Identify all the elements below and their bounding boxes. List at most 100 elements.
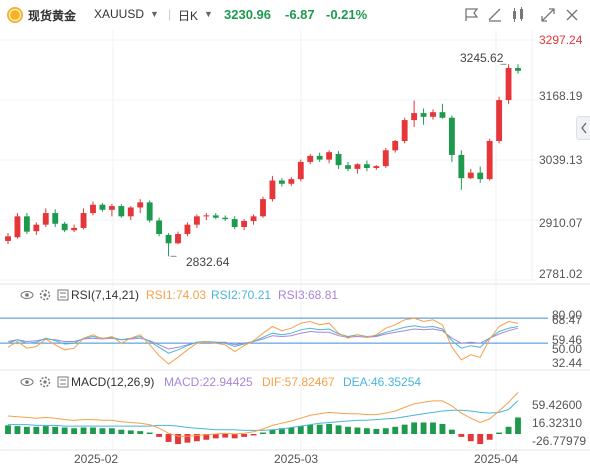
gear-icon[interactable]	[38, 375, 52, 392]
macd-settings-icon[interactable]	[56, 375, 70, 392]
header-divider: |	[168, 7, 172, 21]
macd-histogram-bar	[222, 434, 229, 438]
fullscreen-icon[interactable]	[539, 6, 557, 24]
rsi1-line	[7, 317, 519, 365]
macd-histogram-bar	[363, 428, 370, 434]
macd-histogram-bar	[52, 426, 59, 434]
candle-body	[373, 166, 380, 168]
scroll-right-icon[interactable]	[576, 116, 590, 140]
candle-body	[231, 219, 238, 228]
candle-body	[297, 161, 304, 180]
dea-label: DEA:46.35254	[343, 375, 422, 389]
symbol-name[interactable]: 现货黄金	[28, 9, 77, 23]
candle-body	[118, 206, 125, 217]
candle-body	[278, 180, 285, 184]
macd-histogram-bar	[231, 434, 238, 439]
eye-icon[interactable]	[20, 288, 34, 305]
candle-body	[14, 216, 21, 238]
macd-histogram-bar	[496, 432, 503, 434]
candle-body	[61, 223, 68, 231]
macd-histogram-bar	[505, 426, 512, 434]
macd-histogram-bar	[156, 434, 163, 437]
macd-histogram-bar	[307, 424, 314, 434]
macd-histogram-bar	[5, 425, 11, 434]
macd-histogram-bar	[193, 434, 200, 442]
close-icon[interactable]	[563, 6, 581, 24]
candle-body	[184, 224, 191, 234]
candle-body	[448, 117, 455, 155]
price-change-pct: -0.21%	[326, 7, 368, 22]
rsi-panel-header: RSI(7,14,21) RSI1:74.03 RSI2:70.21 RSI3:…	[0, 288, 540, 304]
candle-body	[326, 152, 333, 160]
candle-body	[515, 68, 521, 71]
candle-body	[467, 172, 474, 179]
macd-histogram-bar	[477, 434, 484, 445]
macd-histogram-bar	[297, 426, 304, 434]
macd-histogram-bar	[420, 422, 427, 434]
candle-body	[382, 150, 389, 167]
candle-body	[80, 213, 87, 228]
rsi2-line	[7, 325, 519, 354]
macd-histogram-bar	[175, 434, 181, 445]
macd-title: MACD(12,26,9)	[71, 375, 155, 389]
candle-body	[363, 164, 370, 168]
flag-icon[interactable]	[463, 6, 481, 24]
x-axis-label: 2025-02	[74, 452, 119, 466]
period-dropdown-icon[interactable]: ▼	[204, 9, 213, 19]
symbol-code[interactable]: XAUUSD	[94, 7, 145, 21]
candlestick-chart[interactable]	[0, 30, 590, 471]
symbol-dropdown-icon[interactable]: ▼	[150, 9, 159, 19]
macd-panel-header: MACD(12,26,9) MACD:22.94425 DIF:57.82467…	[0, 375, 540, 391]
gold-coin-icon	[6, 6, 24, 24]
indicator-icon[interactable]	[509, 6, 527, 24]
rsi-axis-label: 80.00	[552, 308, 583, 322]
price-change: -6.87	[285, 7, 315, 22]
macd-label: MACD:22.94425	[164, 375, 253, 389]
macd-dea-line	[8, 400, 519, 431]
candle-body	[486, 140, 493, 180]
price-axis-label: 3168.19	[539, 89, 583, 103]
candle-body	[411, 113, 418, 121]
chart-style-icon[interactable]	[486, 6, 504, 24]
rsi-settings-icon[interactable]	[56, 288, 70, 305]
gear-icon[interactable]	[38, 288, 52, 305]
macd-histogram-bar	[80, 427, 87, 434]
eye-icon[interactable]	[20, 375, 34, 392]
candle-body	[203, 215, 210, 217]
candle-body	[316, 155, 323, 160]
candle-body	[127, 207, 134, 217]
candle-body	[146, 202, 153, 221]
macd-histogram-bar	[316, 424, 323, 434]
macd-histogram-bar	[90, 427, 96, 434]
candle-body	[33, 224, 40, 232]
candle-body	[477, 172, 484, 180]
period-selector[interactable]: 日K	[178, 9, 199, 23]
last-price: 3230.96	[224, 7, 271, 22]
candle-body	[222, 217, 229, 220]
rsi-axis-label: 59.46	[552, 333, 583, 347]
rsi-axis-label: 68.47	[552, 313, 583, 327]
candle-body	[392, 140, 399, 151]
macd-axis-label: 59.42600	[532, 398, 583, 412]
macd-histogram-bar	[42, 426, 49, 434]
rsi-axis-label: 32.44	[552, 356, 583, 370]
macd-histogram-bar	[137, 431, 144, 434]
macd-histogram-bar	[260, 432, 266, 434]
x-axis-label: 2025-04	[474, 452, 519, 466]
macd-histogram-bar	[392, 426, 399, 434]
macd-histogram-bar	[108, 428, 115, 434]
candle-body	[193, 216, 200, 225]
macd-histogram-bar	[127, 430, 134, 434]
candle-body	[42, 213, 49, 225]
high-price-annotation: 3245.62	[460, 51, 504, 65]
macd-histogram-bar	[458, 434, 465, 437]
candle-body	[269, 180, 276, 200]
macd-histogram-bar	[146, 432, 153, 434]
price-axis-label: 3297.24	[539, 33, 583, 47]
macd-histogram-bar	[515, 417, 521, 434]
macd-histogram-bar	[467, 434, 474, 442]
candle-body	[288, 179, 295, 184]
macd-histogram-bar	[184, 434, 191, 443]
rsi3-line	[7, 327, 519, 350]
price-axis-label: 2781.02	[539, 267, 583, 281]
